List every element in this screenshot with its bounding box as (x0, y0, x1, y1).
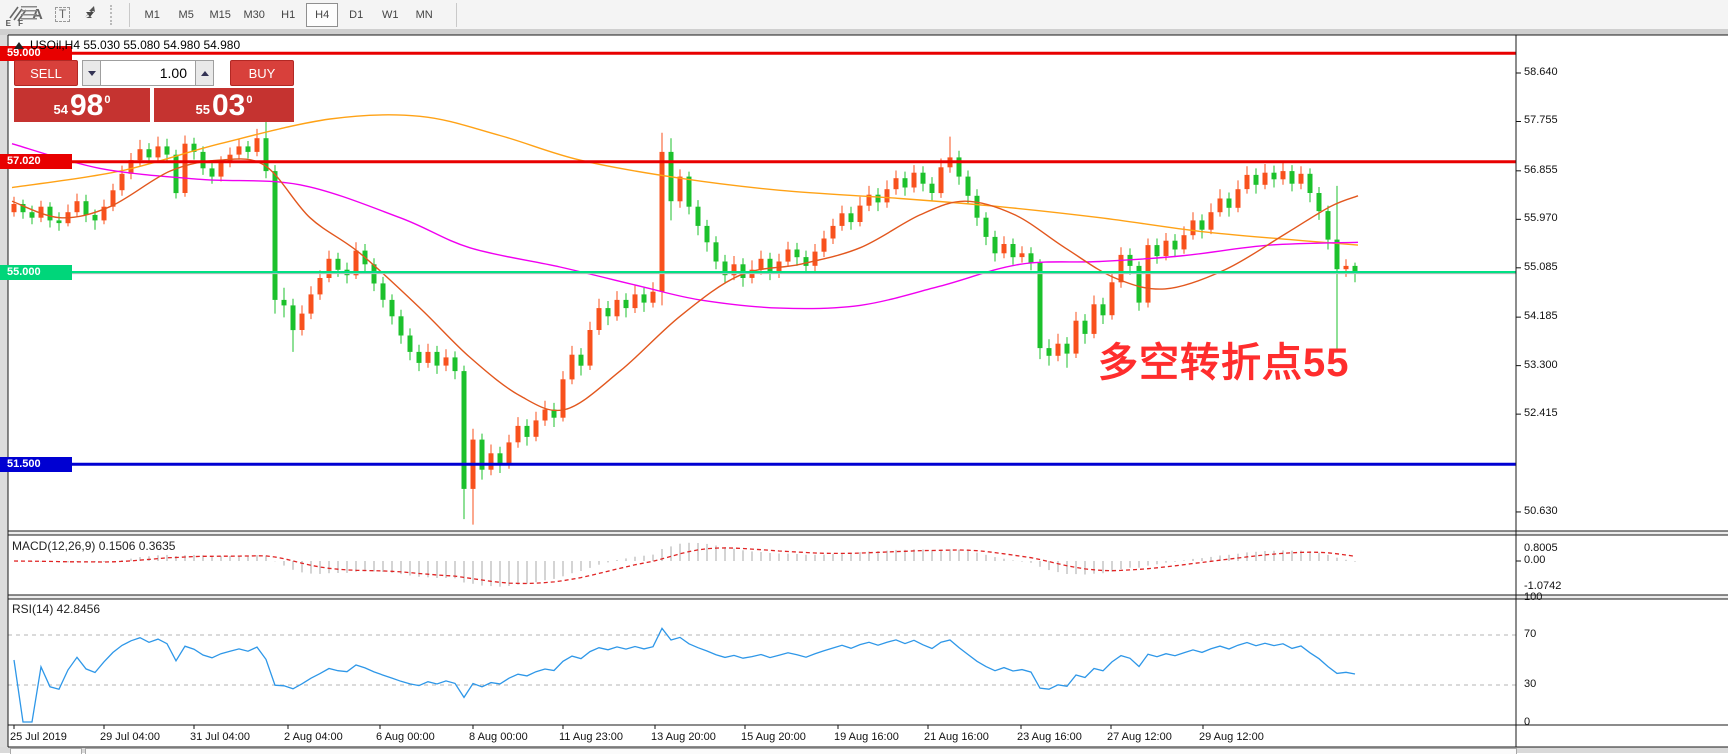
sell-price-small: 54 (53, 102, 68, 117)
sell-price-sup: 0 (104, 94, 111, 106)
timeframe-button-h4[interactable]: H4 (306, 2, 339, 27)
top-toolbar: E F A T M1 M5 M15 M30 H1 H4 D1 W1 MN (0, 0, 1728, 30)
timeframe-button-d1[interactable]: D1 (349, 8, 364, 21)
buy-price-small: 55 (195, 102, 210, 117)
buy-button[interactable]: BUY (230, 60, 294, 86)
buy-price-big: 03 (211, 89, 246, 122)
timeframe-button-m30[interactable]: M30 (243, 8, 265, 21)
chart-title-row: USOil,H4 55.030 55.080 54.980 54.980 (14, 38, 240, 52)
buy-price-box[interactable]: 55 03 0 (154, 88, 294, 122)
window-tab[interactable] (10, 748, 82, 754)
volume-increase-button[interactable] (195, 60, 214, 86)
buy-price-sup: 0 (246, 94, 253, 106)
macd-label: MACD(12,26,9) 0.1506 0.3635 (12, 539, 176, 553)
text-tool-icon[interactable]: T (54, 4, 71, 26)
volume-input[interactable] (101, 60, 195, 86)
pattern-sub-label: E (5, 18, 11, 28)
timeframe-button-m1[interactable]: M1 (144, 8, 160, 21)
grid-sub-label: F (18, 18, 23, 28)
sell-button[interactable]: SELL (14, 60, 78, 86)
triangle-down-icon (87, 70, 96, 76)
symbol-triangle-icon (14, 41, 24, 49)
rsi-label: RSI(14) 42.8456 (12, 602, 101, 616)
label-tool-icon[interactable]: A (32, 6, 43, 23)
arrows-glyph (85, 5, 96, 18)
timeframe-button-m5[interactable]: M5 (178, 8, 194, 21)
toolbar-grip[interactable] (110, 4, 117, 25)
chevron-down-icon[interactable] (86, 12, 95, 17)
chart-title: USOil,H4 55.030 55.080 54.980 54.980 (30, 38, 241, 52)
volume-decrease-button[interactable] (82, 60, 101, 86)
grid-glyph (21, 5, 37, 19)
triangle-up-icon (200, 70, 209, 76)
timeframe-button-mn[interactable]: MN (415, 8, 433, 21)
timeframe-bar: M1 M5 M15 M30 H1 H4 D1 W1 MN (136, 2, 442, 27)
one-click-trade-panel: SELL BUY 54 98 0 55 03 0 (14, 60, 294, 122)
timeframe-button-w1[interactable]: W1 (381, 8, 399, 21)
arrows-tool-icon[interactable] (82, 4, 96, 26)
window-tab-wide[interactable] (85, 748, 1517, 754)
chart-annotation-text: 多空转折点55 (1098, 341, 1350, 385)
sell-price-box[interactable]: 54 98 0 (14, 88, 150, 122)
toolbar-separator-2 (456, 2, 458, 27)
sell-price-big: 98 (69, 89, 104, 122)
toolbar-separator (129, 2, 131, 27)
timeframe-button-h1[interactable]: H1 (281, 8, 296, 21)
timeframe-button-m15[interactable]: M15 (209, 8, 231, 21)
